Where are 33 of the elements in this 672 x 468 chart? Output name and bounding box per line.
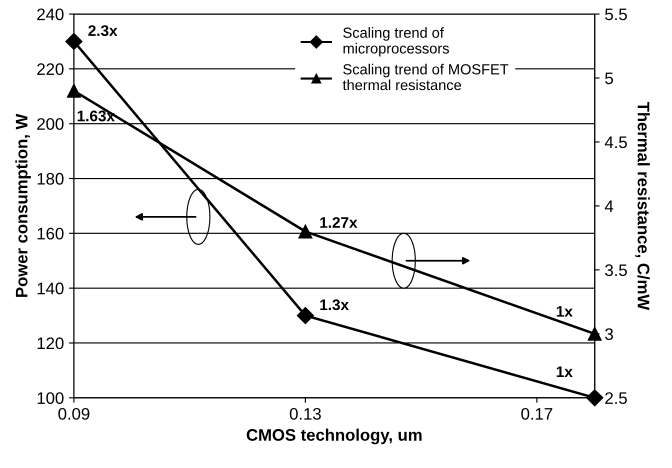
- point: [588, 326, 602, 341]
- y2-tick-label: 4: [604, 200, 614, 212]
- y-tick-label: 120: [38, 337, 64, 350]
- x-axis-title: CMOS technology, um: [246, 428, 422, 444]
- y-tick-label: 240: [37, 8, 64, 20]
- annotation: 1x: [556, 306, 573, 317]
- y2-tick-label: 5: [605, 72, 614, 84]
- annotation: 2.3x: [88, 25, 118, 36]
- y2-tick-label: 5.5: [605, 8, 627, 20]
- annotation: 1.63x: [78, 110, 115, 122]
- y2-tick-label: 3: [605, 328, 613, 340]
- y-tick-label: 220: [37, 63, 64, 76]
- annotation: 1.3x: [320, 299, 349, 310]
- y-tick-label: 140: [38, 282, 64, 294]
- point: [66, 84, 81, 98]
- point: [298, 224, 312, 238]
- point: [296, 307, 314, 324]
- y-tick-label: 100: [38, 392, 64, 404]
- y2-tick-label: 4.5: [604, 136, 627, 148]
- y2-tick-label: 2.5: [605, 392, 627, 404]
- x-tick-label: 0.09: [58, 408, 90, 420]
- y2-tick-label: 3.5: [605, 264, 627, 276]
- y-axis-title: Power consumption, W: [15, 114, 31, 297]
- legend-label: Scaling trend of microprocessors: [343, 27, 449, 56]
- annotation: 1.27x: [320, 217, 358, 228]
- x-tick-label: 0.17: [521, 408, 552, 420]
- y-tick-label: 160: [38, 228, 64, 240]
- legend-label: Scaling trend of MOSFET thermal resistance: [342, 64, 508, 90]
- x-tick-label: 0.13: [290, 408, 321, 420]
- y2-axis-title: Thermal resistance, C/mW: [635, 102, 650, 310]
- annotation: 1x: [556, 366, 573, 377]
- y-tick-label: 200: [37, 118, 64, 130]
- y-tick-label: 180: [38, 172, 64, 185]
